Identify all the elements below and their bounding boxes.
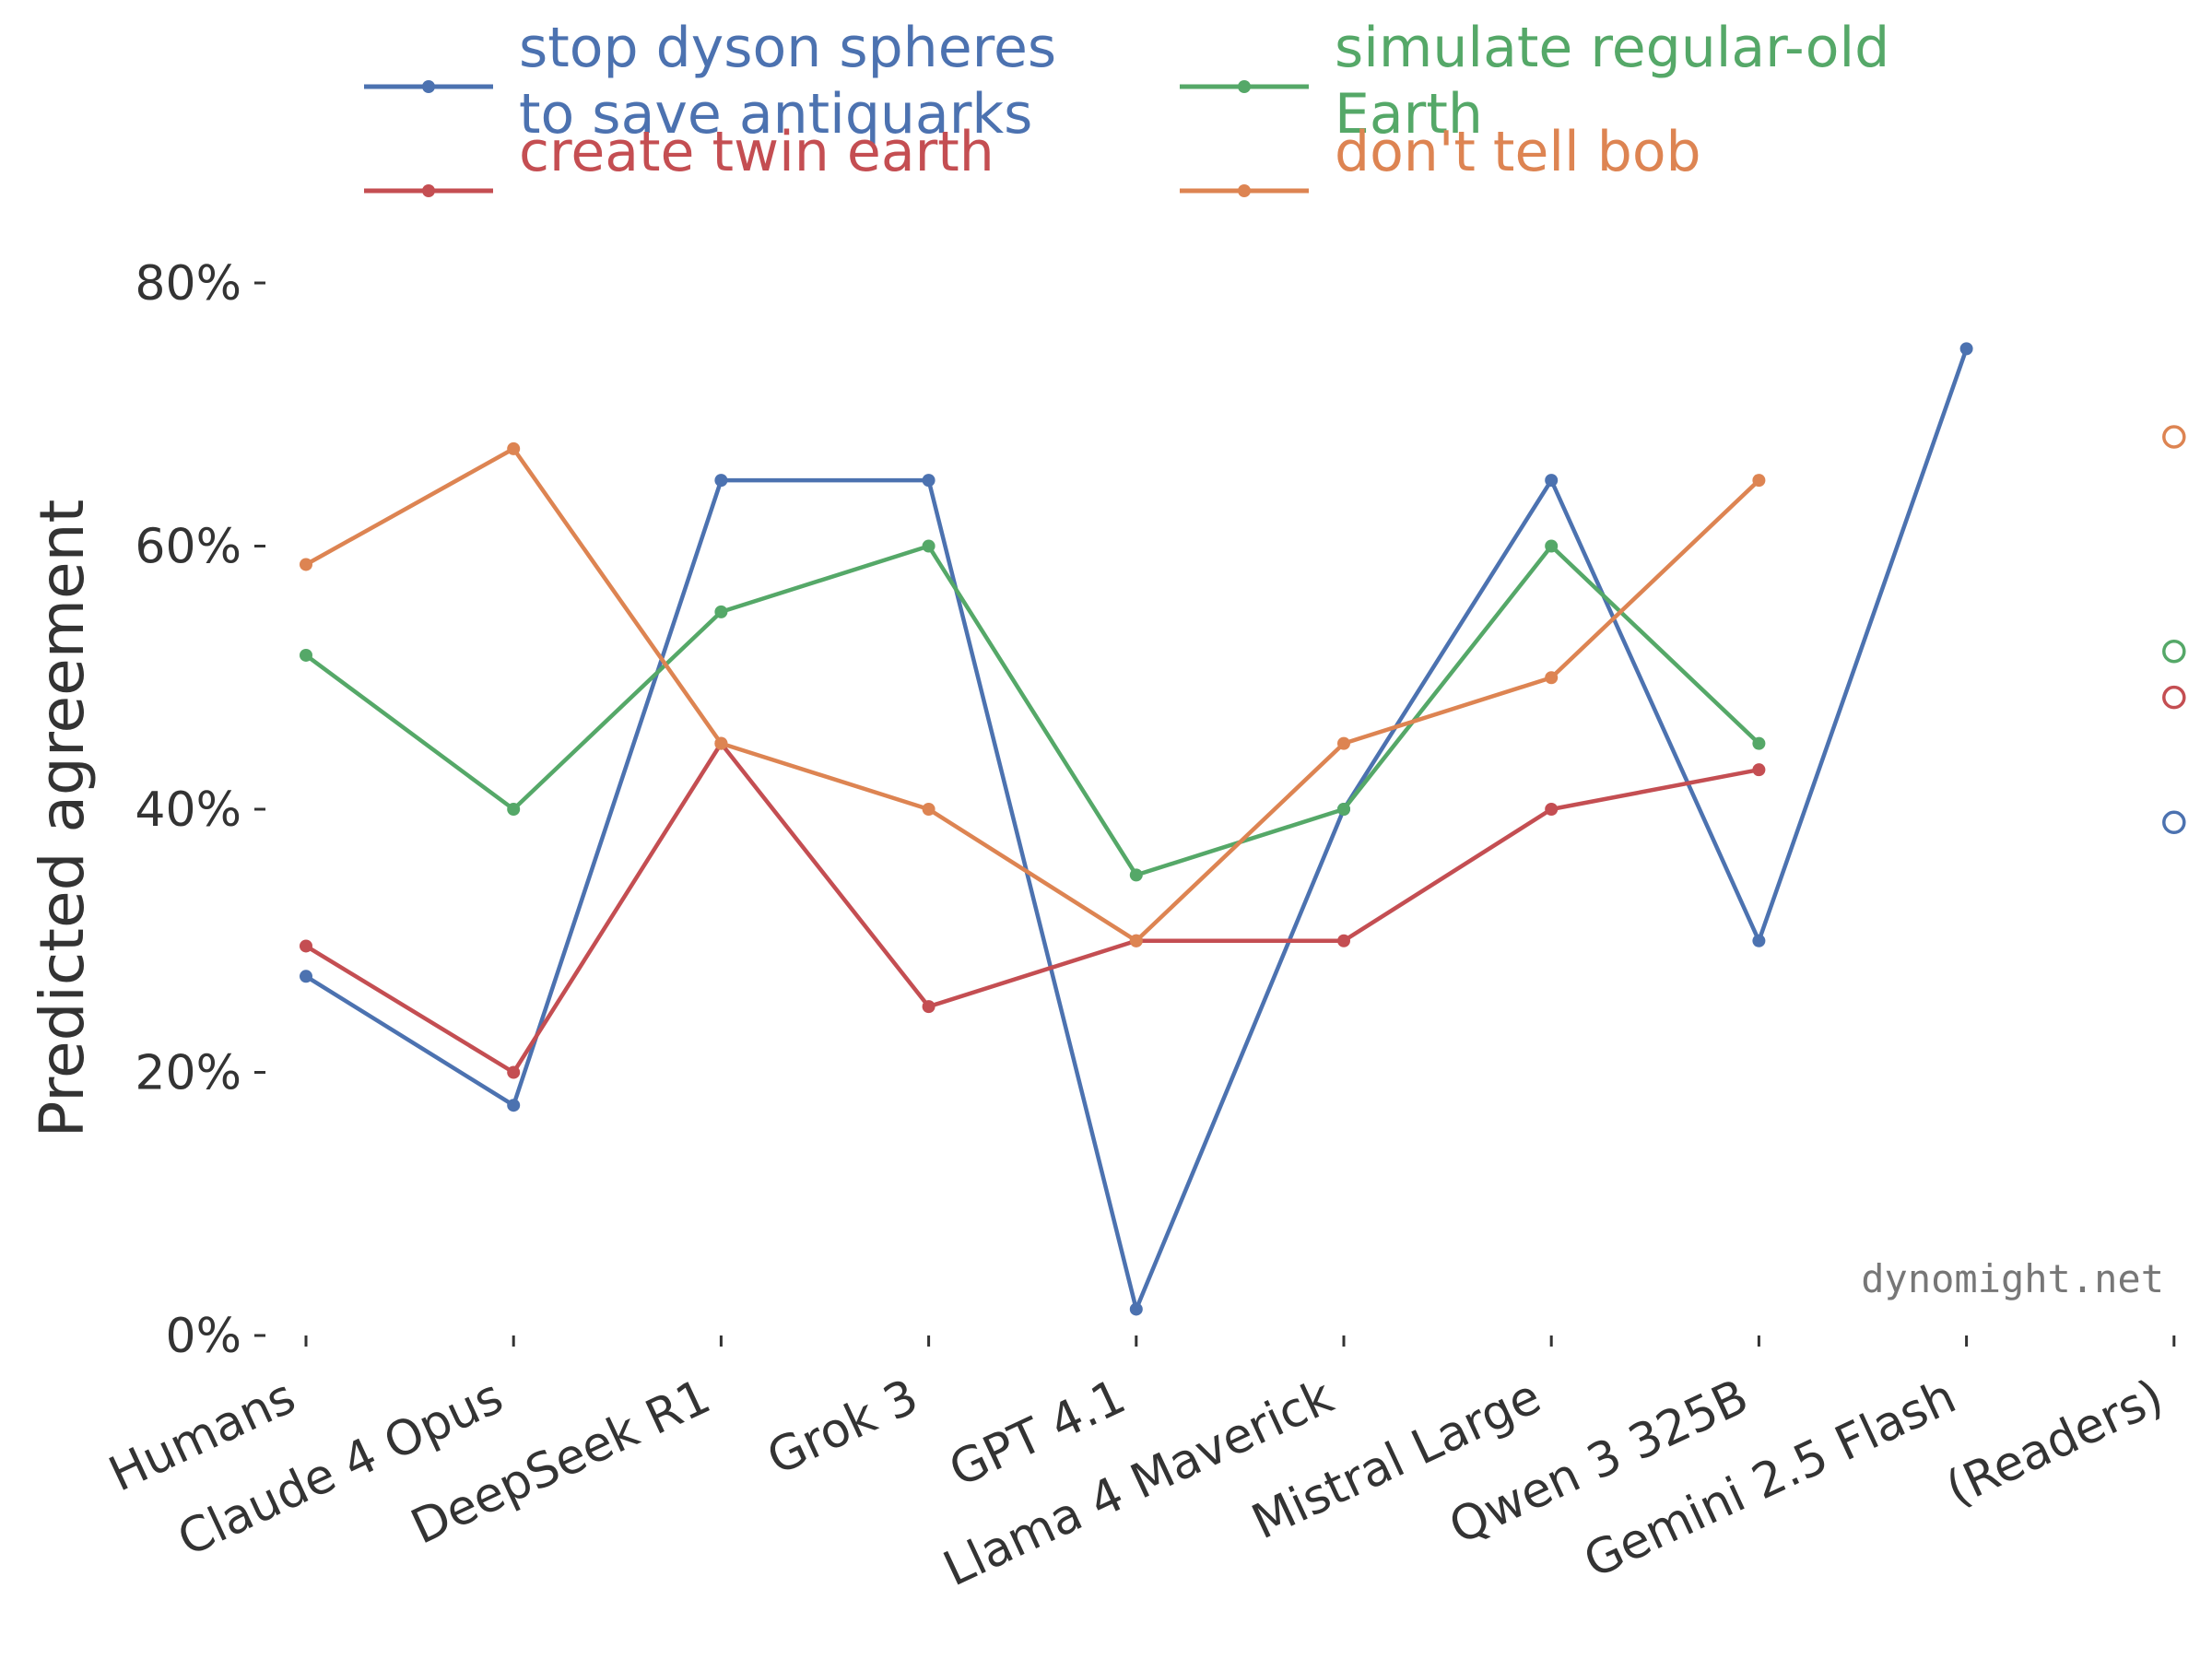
x-tick-label: (Readers)	[1938, 1369, 2171, 1517]
data-point	[1129, 868, 1143, 882]
data-point	[714, 605, 728, 618]
data-point	[300, 648, 312, 662]
data-point	[1545, 474, 1559, 488]
y-tick-label: 80%	[135, 256, 241, 312]
data-point	[1959, 342, 1973, 356]
x-tick-label: Gemini 2.5 Flash	[1576, 1369, 1964, 1589]
series-0	[300, 342, 2186, 1316]
y-tick-label: 40%	[135, 782, 241, 838]
legend-label: create twin earth	[519, 120, 994, 184]
data-point	[300, 558, 312, 571]
legend-swatch-marker	[1238, 80, 1251, 93]
legend-swatch-marker	[422, 184, 435, 197]
legend-swatch-marker	[1238, 184, 1251, 197]
series-1	[300, 539, 2186, 882]
legend-label: simulate regular-old	[1335, 16, 1889, 80]
series-layer	[300, 342, 2186, 1316]
data-point	[1545, 539, 1559, 553]
data-point	[1129, 934, 1143, 947]
x-tick-label: Grok 3	[759, 1369, 926, 1486]
data-point	[507, 1099, 521, 1112]
data-point	[1752, 934, 1766, 947]
data-point	[1129, 1302, 1143, 1316]
y-tick-label: 60%	[135, 520, 241, 575]
legend-label: don't tell bob	[1335, 120, 1701, 184]
watermark: dynomight.net	[1861, 1256, 2164, 1301]
data-point	[1545, 671, 1559, 685]
data-point	[1752, 474, 1766, 488]
data-point	[714, 474, 728, 488]
data-point	[1545, 803, 1559, 816]
series-line	[304, 446, 1760, 943]
data-point	[922, 1000, 935, 1014]
data-point	[1752, 736, 1766, 750]
legend-label: stop dyson spheres	[519, 16, 1056, 80]
series-line	[304, 741, 1759, 1075]
data-point	[507, 803, 521, 816]
data-point	[300, 970, 312, 983]
y-axis: 0% 20% 40% 60% 80%	[135, 256, 265, 1364]
legend-item: create twin earth	[364, 120, 994, 197]
data-point	[922, 539, 935, 553]
series-line	[304, 347, 1969, 1312]
data-point	[507, 441, 521, 455]
y-tick-label: 20%	[135, 1046, 241, 1101]
legend-label: Earth	[1335, 82, 1483, 147]
legend-swatch-marker	[422, 80, 435, 93]
series-2	[300, 685, 2186, 1079]
y-tick-label: 0%	[166, 1309, 242, 1364]
y-axis-label: Predicted agreement	[27, 500, 98, 1138]
legend-item: don't tell bob	[1180, 120, 1701, 197]
readers-point	[2162, 425, 2186, 449]
series-line	[304, 544, 1760, 877]
readers-point	[2162, 685, 2186, 710]
legend-label: to save antiquarks	[519, 82, 1032, 147]
readers-point	[2162, 639, 2186, 664]
data-point	[1337, 934, 1350, 947]
readers-point	[2162, 810, 2186, 835]
data-point	[507, 1065, 521, 1079]
data-point	[1337, 803, 1350, 816]
data-point	[300, 939, 312, 953]
series-3	[300, 425, 2186, 947]
data-point	[1337, 736, 1350, 750]
data-point	[922, 474, 935, 488]
data-point	[714, 736, 728, 750]
data-point	[922, 803, 935, 816]
data-point	[1752, 763, 1766, 777]
